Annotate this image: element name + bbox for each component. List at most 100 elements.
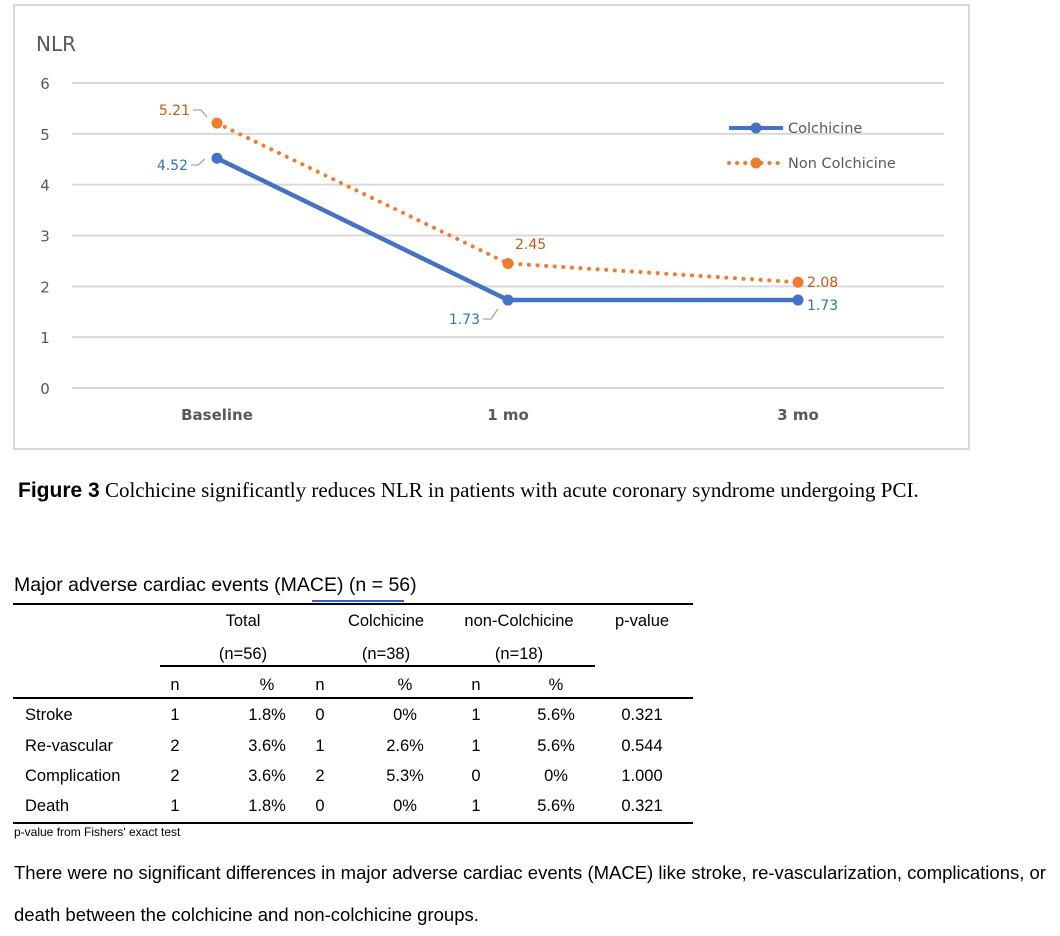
table-cell: 0% — [393, 797, 417, 815]
y-tick-label: 6 — [40, 75, 50, 93]
x-axis-ticks: Baseline 1 mo 3 mo — [181, 406, 819, 424]
table-cell: 1 — [315, 737, 325, 755]
group-n: (n=18) — [494, 645, 544, 663]
sub-header: n — [315, 676, 325, 694]
table-cell: 0% — [393, 706, 417, 724]
x-tick-label: 3 mo — [777, 406, 819, 424]
legend-item-colchicine: Colchicine — [729, 121, 862, 137]
data-point — [792, 276, 804, 288]
chart-title: NLR — [36, 32, 76, 56]
table-cell: 0.321 — [621, 706, 663, 724]
table-title-part: Major adverse cardiac events ( — [14, 574, 281, 596]
pvalue-header: p-value — [614, 612, 670, 630]
table-cell: 2 — [315, 767, 325, 785]
legend: Colchicine Non Colchicine — [727, 121, 896, 172]
legend-label: Colchicine — [788, 121, 862, 137]
table-cell: 5.3% — [386, 767, 424, 785]
series-line — [216, 156, 798, 303]
table-cell: 2 — [170, 767, 180, 785]
x-tick-label: 1 mo — [487, 406, 529, 424]
row-label: Re-vascular — [25, 737, 114, 755]
leader-line — [193, 109, 208, 118]
figure-caption-text: Colchicine significantly reduces NLR in … — [99, 478, 919, 502]
sub-header: % — [397, 676, 413, 694]
y-axis-ticks: 0 1 2 3 4 5 6 — [40, 75, 50, 398]
leader-line — [483, 308, 499, 320]
table-cell: 0 — [315, 797, 325, 815]
table-cell: 1 — [471, 706, 481, 724]
table-cell: 5.6% — [537, 797, 575, 815]
data-point — [502, 294, 514, 306]
sub-header: % — [259, 676, 275, 694]
data-point — [502, 257, 514, 269]
table-cell: 0 — [315, 706, 325, 724]
summary-paragraph: There were no significant differences in… — [14, 862, 1046, 925]
table-cell: 1.000 — [621, 767, 663, 785]
legend-marker-icon — [750, 122, 762, 134]
table-cell: 2 — [170, 737, 180, 755]
table-cell: 1 — [471, 737, 481, 755]
gridlines — [72, 82, 944, 389]
table-bottom-rule — [13, 822, 693, 824]
y-tick-label: 3 — [40, 228, 50, 246]
x-tick-label: Baseline — [181, 406, 253, 424]
nlr-line-chart: NLR 0 1 2 3 4 5 6 Baseline 1 mo 3 mo 4.52 1.73 1.7… — [36, 32, 944, 424]
y-tick-label: 1 — [40, 329, 50, 347]
sub-header: n — [170, 676, 180, 694]
sub-header: % — [548, 676, 564, 694]
table-top-rule — [13, 603, 693, 605]
legend-item-non-colchicine: Non Colchicine — [727, 156, 896, 172]
group-header: Total — [225, 612, 261, 630]
header-bottom-rule — [13, 697, 693, 699]
legend-label: Non Colchicine — [788, 156, 896, 172]
sub-header: n — [471, 676, 481, 694]
group-n: (n=56) — [218, 645, 268, 663]
data-point — [792, 294, 804, 306]
data-label: 5.21 — [159, 103, 190, 119]
group-header-rule — [160, 665, 595, 667]
data-labels: 4.52 1.73 1.73 5.21 2.45 2.08 — [157, 103, 838, 328]
row-label: Complication — [25, 767, 121, 785]
table-cell: 2.6% — [386, 737, 424, 755]
data-point — [211, 152, 223, 164]
table-cell: 5.6% — [537, 706, 575, 724]
y-tick-label: 2 — [40, 278, 50, 296]
series-colchicine — [211, 152, 804, 306]
table-cell: 0.544 — [621, 737, 663, 755]
group-n: (n=38) — [361, 645, 411, 663]
series — [211, 117, 804, 306]
y-tick-label: 4 — [40, 177, 50, 195]
figure-caption-prefix: Figure 3 — [18, 479, 100, 502]
leader-line — [191, 158, 206, 166]
data-label: 1.73 — [449, 312, 480, 328]
chart-container: NLR 0 1 2 3 4 5 6 Baseline 1 mo 3 mo 4.52 1.73 1.7… — [13, 4, 970, 450]
series-line — [215, 121, 800, 285]
table-title-mace: MACE) — [280, 574, 344, 596]
group-header: non-Colchicine — [464, 612, 574, 630]
table-title-n: (n = 56) — [343, 574, 417, 596]
table-cell: 0% — [544, 767, 568, 785]
y-tick-label: 5 — [40, 126, 50, 144]
table-cell: 3.6% — [248, 737, 286, 755]
table-cell: 1.8% — [248, 797, 286, 815]
table-cell: 3.6% — [248, 767, 286, 785]
table-cell: 1 — [170, 706, 180, 724]
table-cell: 1 — [170, 797, 180, 815]
spellcheck-underline — [312, 600, 404, 602]
table-cell: 1 — [471, 797, 481, 815]
group-header: Colchicine — [347, 612, 425, 630]
table-cell: 5.6% — [537, 737, 575, 755]
data-label: 2.08 — [807, 275, 838, 291]
table-footnote: p-value from Fishers' exact test — [14, 825, 181, 839]
legend-marker-icon — [750, 157, 762, 169]
table-cell: 0 — [471, 767, 481, 785]
table-cell: 1.8% — [248, 706, 286, 724]
data-label: 1.73 — [807, 298, 838, 314]
row-label: Stroke — [25, 706, 73, 724]
data-label: 2.45 — [515, 237, 546, 253]
series-non-colchicine — [211, 117, 804, 288]
table-cell: 0.321 — [621, 797, 663, 815]
data-label: 4.52 — [157, 158, 188, 174]
data-point — [211, 117, 223, 129]
row-label: Death — [25, 797, 70, 815]
